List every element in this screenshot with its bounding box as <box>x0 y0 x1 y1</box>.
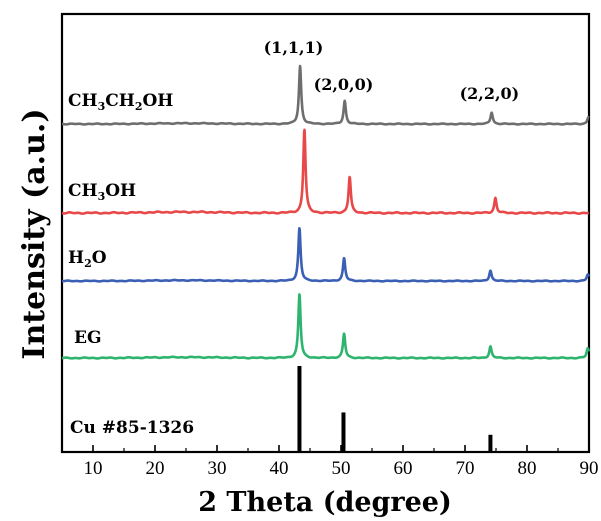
x-tick-label: 50 <box>332 458 351 479</box>
x-tick-label: 80 <box>518 458 537 479</box>
series-label-text: CH <box>68 181 98 201</box>
peak-label: (2,0,0) <box>314 75 374 94</box>
series-line <box>61 64 590 126</box>
x-axis-title: 2 Theta (degree) <box>198 487 452 518</box>
x-tick-label: 10 <box>84 458 103 479</box>
peak-labels: (1,1,1) (2,0,0) (2,2,0) <box>264 38 520 103</box>
series-label-text: OH <box>143 91 174 111</box>
series-label-text: O <box>92 248 107 268</box>
x-tick-label: 20 <box>146 458 165 479</box>
series-label-text: H <box>68 248 84 268</box>
plot-frame <box>60 12 591 454</box>
peak-label: (1,1,1) <box>264 38 324 57</box>
series-label: CH3OH <box>68 181 136 203</box>
series-label-subscript: 3 <box>98 190 106 203</box>
series-line <box>61 293 591 360</box>
series-label-subscript: 2 <box>135 100 143 113</box>
series-label-subscript: 3 <box>98 100 106 113</box>
x-tick-label: 30 <box>208 458 227 479</box>
series-label-subscript: 2 <box>84 257 92 270</box>
series-label: EG <box>74 328 101 348</box>
x-tick-label: 60 <box>394 458 413 479</box>
series-label: H2O <box>68 248 107 270</box>
reference-pattern: Cu #85-1326 <box>70 366 493 452</box>
series-label-text: OH <box>105 181 136 201</box>
series-line <box>61 227 590 283</box>
series-layer <box>61 64 591 360</box>
x-tick-label: 70 <box>456 458 475 479</box>
peak-label: (2,2,0) <box>460 84 520 103</box>
series-label-text: EG <box>74 328 101 348</box>
x-tick-label: 40 <box>270 458 289 479</box>
x-axis-ticks: 10 20 30 40 50 60 70 80 90 <box>61 445 599 479</box>
reference-label: Cu #85-1326 <box>70 418 194 438</box>
series-line <box>61 128 590 215</box>
y-axis-title: Intensity (a.u.) <box>17 108 52 359</box>
series-label: CH3CH2OH <box>68 91 173 113</box>
series-label-text: CH <box>105 91 135 111</box>
series-label-text: CH <box>68 91 98 111</box>
x-tick-label: 90 <box>580 458 599 479</box>
